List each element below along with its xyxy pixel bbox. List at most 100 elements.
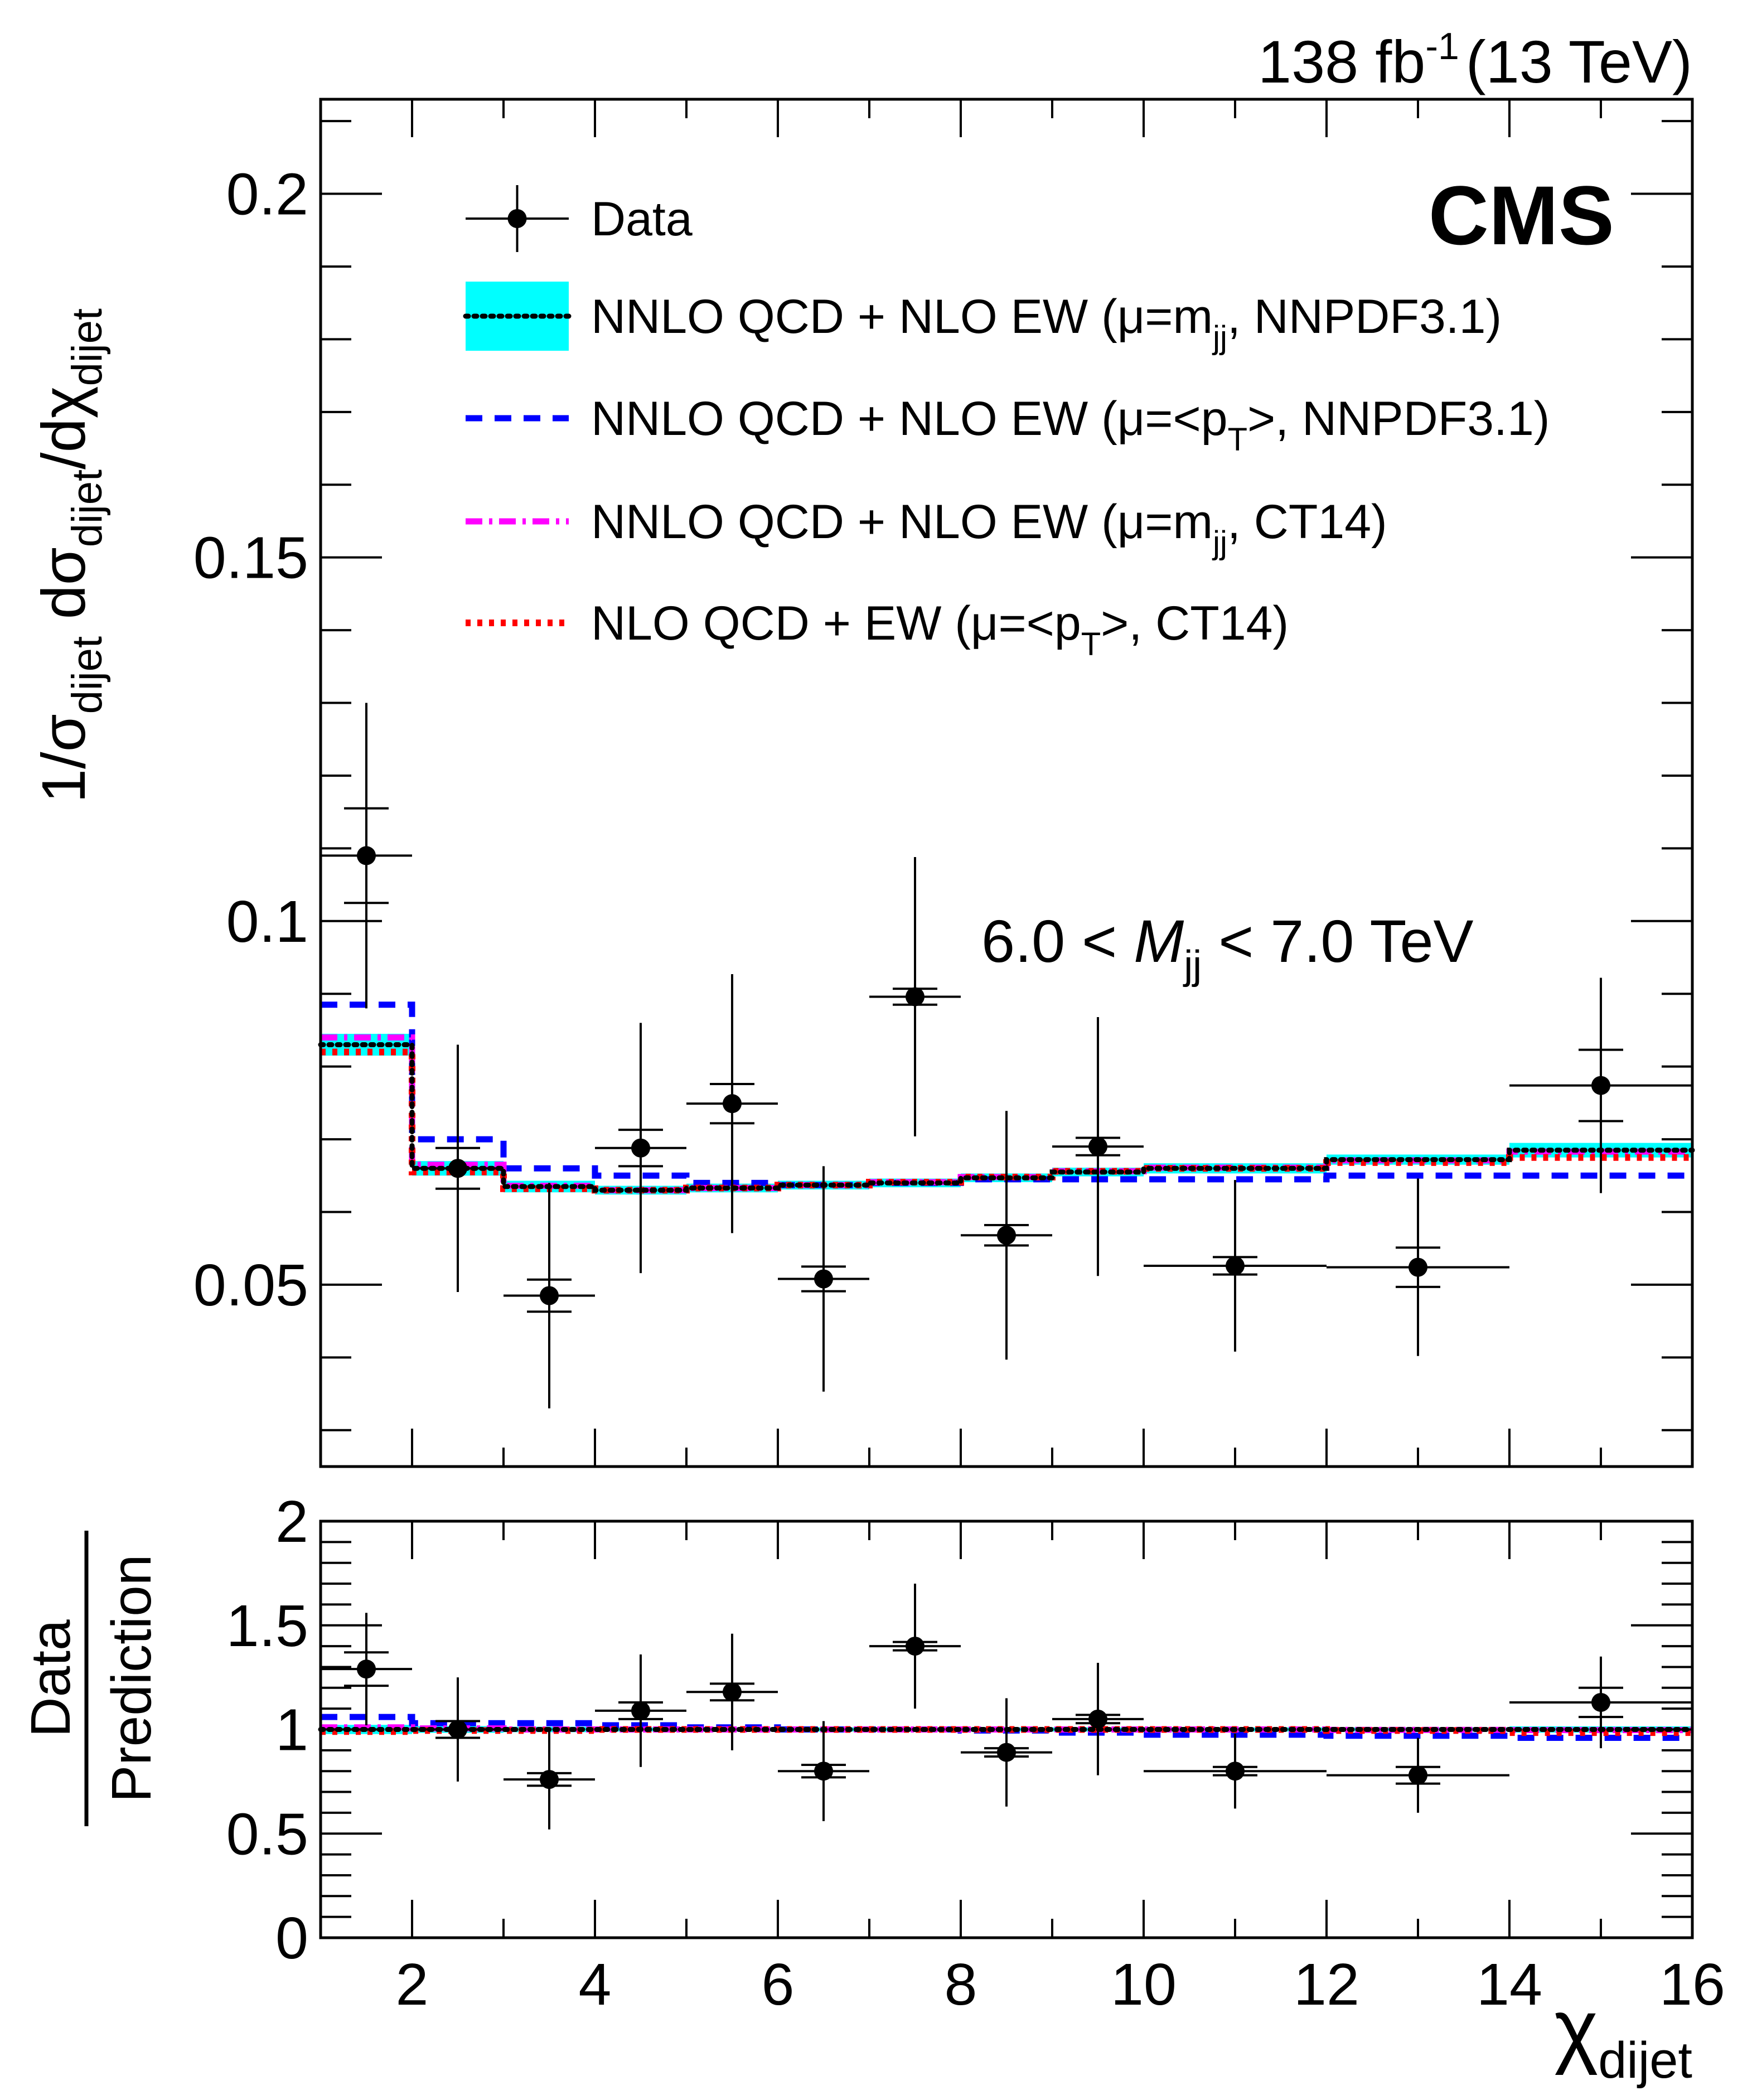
data-marker <box>448 1159 467 1178</box>
data-marker <box>631 1138 650 1158</box>
data-marker <box>540 1770 559 1789</box>
data-point <box>1327 1178 1509 1356</box>
data-marker <box>997 1743 1016 1762</box>
x-tick-label: 14 <box>1477 1952 1542 2017</box>
ylabel-sub-a: dijet <box>64 636 111 714</box>
legend-label-text: Data <box>591 192 693 246</box>
energy-label: (13 TeV) <box>1466 28 1692 95</box>
data-marker <box>1591 1692 1610 1712</box>
legend-label-text: NNLO QCD + NLO EW (μ=m <box>591 495 1213 549</box>
data-marker <box>357 846 376 865</box>
mass-range-var: M <box>1134 907 1184 975</box>
lumi-label: 138 fb-1 (13 TeV) <box>1258 25 1692 95</box>
x-tick-label: 4 <box>579 1952 612 2017</box>
data-point <box>504 1729 595 1830</box>
legend-label-text: >, NNPDF3.1) <box>1247 392 1550 446</box>
ylabel-part-b: dσ <box>30 547 98 636</box>
legend-label: Data <box>591 192 693 246</box>
y-axis-label-top: 1/σdijet dσdijet/dχdijet <box>30 308 111 803</box>
cms-label: CMS <box>1429 168 1614 262</box>
legend-label-subscript: jj <box>1212 320 1227 356</box>
legend-label-text: NNLO QCD + NLO EW (μ=<p <box>591 392 1228 446</box>
legend-data-marker <box>507 209 527 228</box>
ylabel-part-c: /dχ <box>30 386 98 469</box>
data-marker <box>357 1659 376 1679</box>
x-tick-label: 16 <box>1659 1952 1725 2017</box>
data-marker <box>1088 1137 1107 1157</box>
data-point <box>1144 1733 1327 1809</box>
y-tick-label: 1.5 <box>226 1593 308 1659</box>
ylabel-sub-c: dijet <box>64 308 111 386</box>
data-marker <box>1088 1709 1107 1729</box>
y-tick-label: 0.5 <box>226 1801 308 1867</box>
prediction-line-nnpdf_pt <box>321 1001 1692 1188</box>
data-marker <box>540 1286 559 1305</box>
data-marker <box>906 1637 925 1656</box>
data-point <box>686 974 778 1233</box>
legend-label: NNLO QCD + NLO EW (μ=mjj, CT14) <box>591 495 1387 561</box>
data-point <box>1327 1738 1509 1813</box>
data-point <box>1509 1656 1692 1749</box>
data-point <box>1052 1662 1144 1775</box>
x-tick-label: 8 <box>945 1952 977 2017</box>
ratio-ylabel-numerator: Data <box>20 1619 82 1738</box>
y-tick-label: 2 <box>275 1489 308 1555</box>
legend-entry-ct14_mjj: NNLO QCD + NLO EW (μ=mjj, CT14) <box>466 495 1387 561</box>
data-marker <box>1408 1765 1427 1785</box>
legend-entry-nnpdf_pt: NNLO QCD + NLO EW (μ=<pT>, NNPDF3.1) <box>466 392 1550 458</box>
data-point <box>595 1654 686 1767</box>
data-marker <box>1226 1256 1245 1276</box>
y-tick-label: 0.1 <box>226 889 308 955</box>
ratio-plot-panel: 0 0.5 1 1.5 2 2 4 6 8 10 12 14 16 <box>226 1489 1725 2017</box>
legend-label: NNLO QCD + NLO EW (μ=<pT>, NNPDF3.1) <box>591 392 1550 458</box>
legend-label-text: , NNPDF3.1) <box>1227 290 1502 343</box>
x-tick-label: 10 <box>1111 1952 1177 2017</box>
data-marker <box>906 987 925 1007</box>
x-tick-label: 2 <box>396 1952 429 2017</box>
data-point <box>686 1633 778 1750</box>
ratio-ylabel-denominator: Prediction <box>100 1555 163 1803</box>
mass-range-post: < 7.0 TeV <box>1202 907 1473 975</box>
data-point <box>961 1111 1052 1360</box>
legend-label-subscript: jj <box>1212 525 1227 561</box>
lumi-unit: fb <box>1375 28 1425 95</box>
data-point <box>321 1613 412 1726</box>
data-point <box>1509 978 1692 1193</box>
legend-entry-data: Data <box>466 185 693 252</box>
lumi-exponent: -1 <box>1425 25 1459 67</box>
legend-label-text: NLO QCD + EW (μ=<p <box>591 597 1081 650</box>
data-point <box>412 1677 504 1782</box>
data-point <box>1052 1017 1144 1276</box>
mass-range-sub: jj <box>1183 943 1202 988</box>
data-marker <box>1591 1076 1610 1095</box>
data-point <box>321 703 412 1009</box>
lumi-value: 138 <box>1258 28 1358 95</box>
y-tick-label: 0.05 <box>193 1252 308 1318</box>
legend-label-text: >, CT14) <box>1101 597 1289 650</box>
x-tick-label: 12 <box>1294 1952 1359 2017</box>
data-point <box>869 1584 961 1709</box>
legend-entry-ct14_pt: NLO QCD + EW (μ=<pT>, CT14) <box>466 597 1289 662</box>
xlabel-main: χ <box>1554 1982 1598 2075</box>
legend-label: NNLO QCD + NLO EW (μ=mjj, NNPDF3.1) <box>591 290 1502 356</box>
legend-label-subscript: T <box>1081 626 1101 662</box>
data-point <box>961 1698 1052 1807</box>
mass-range-pre: 6.0 < <box>981 907 1134 975</box>
data-marker <box>1226 1762 1245 1781</box>
plot-frame <box>319 98 1694 1468</box>
data-marker <box>448 1720 467 1739</box>
legend-label-text: , CT14) <box>1227 495 1387 549</box>
xlabel-sub: dijet <box>1598 2032 1692 2089</box>
data-marker <box>814 1762 833 1781</box>
x-axis-label: χdijet <box>1554 1982 1692 2089</box>
y-tick-label: 0.15 <box>193 525 308 591</box>
data-marker <box>997 1226 1016 1245</box>
data-point <box>869 857 961 1136</box>
data-marker <box>814 1269 833 1289</box>
data-marker <box>723 1682 742 1702</box>
data-point <box>412 1044 504 1292</box>
data-marker <box>631 1701 650 1720</box>
legend-label-subscript: T <box>1228 422 1247 458</box>
